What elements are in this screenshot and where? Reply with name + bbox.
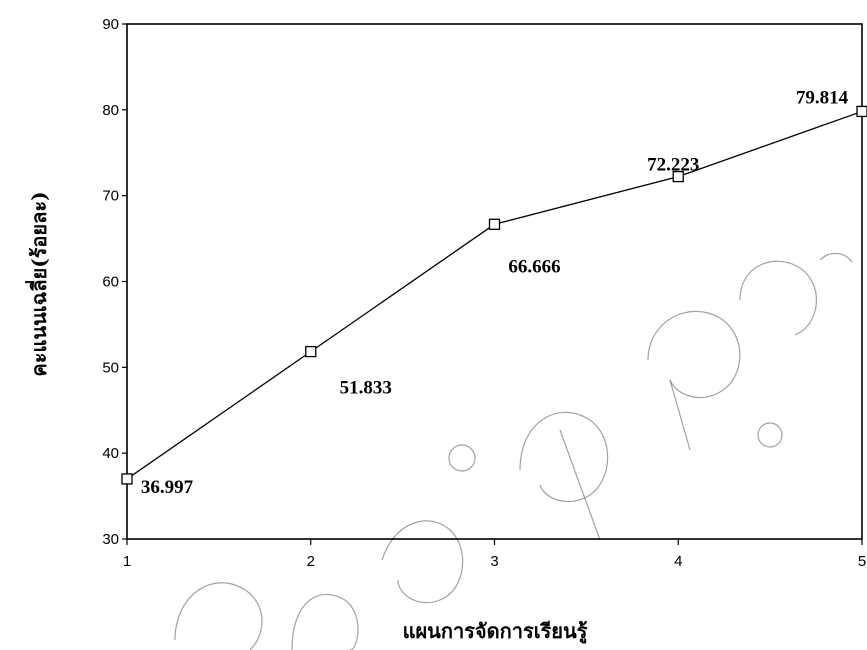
y-tick-label: 90 (102, 16, 119, 33)
x-axis-title: แผนการจัดการเรียนรู้ (403, 619, 588, 645)
y-tick-label: 70 (102, 188, 119, 205)
data-label: 36.997 (141, 477, 194, 498)
series-line (126, 110, 863, 480)
data-label: 79.814 (796, 87, 849, 108)
plot-frame (126, 23, 863, 540)
data-point-marker (488, 218, 501, 230)
y-tick-label: 80 (102, 102, 119, 119)
data-label: 51.833 (340, 378, 392, 399)
data-point-marker (856, 105, 867, 118)
data-point-marker (672, 170, 684, 183)
x-tick-label: 3 (490, 553, 498, 570)
data-point-marker (305, 345, 317, 358)
x-tick-label: 1 (123, 553, 131, 570)
y-tick-label: 40 (102, 445, 119, 462)
x-tick-label: 4 (674, 553, 682, 570)
y-axis: 30 40 50 60 70 80 90 (102, 16, 127, 548)
x-axis: 1 2 3 4 5 (123, 539, 866, 570)
y-tick-label: 30 (102, 531, 119, 548)
x-tick-label: 5 (858, 553, 866, 570)
y-axis-title: คะแนนเฉลี่ย(ร้อยละ) (24, 191, 51, 376)
x-tick-label: 2 (307, 553, 315, 570)
data-label: 66.666 (508, 256, 560, 277)
y-tick-label: 50 (102, 359, 119, 376)
watermark (174, 252, 853, 650)
data-label: 72.223 (647, 155, 699, 176)
y-tick-label: 60 (102, 274, 119, 291)
series-layer: 36.997 51.833 66.666 72.223 79.814 (121, 87, 867, 498)
data-point-marker (121, 473, 133, 485)
